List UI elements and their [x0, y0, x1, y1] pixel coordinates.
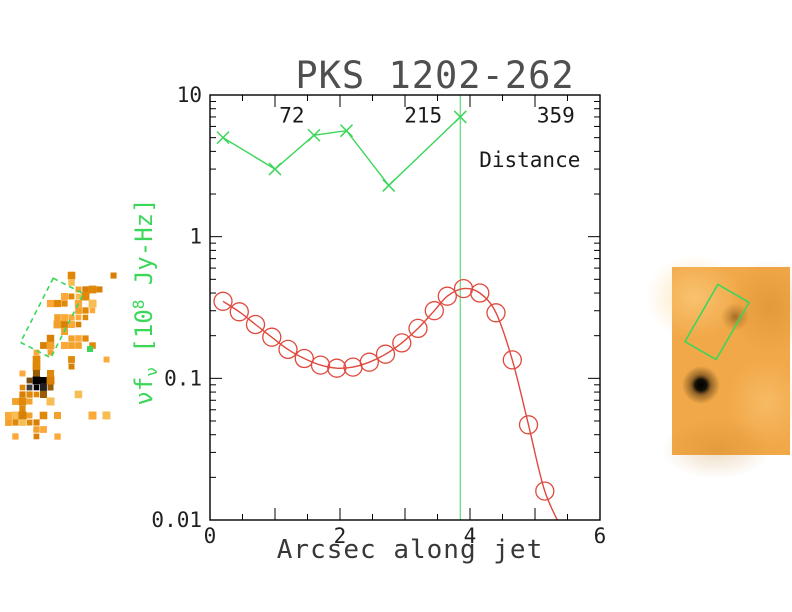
- axis-ticks: [209, 94, 601, 521]
- x-tick-label-0: 0: [204, 524, 217, 548]
- y-label-units: Jy-Hz]: [130, 198, 158, 299]
- annotation-215: 215: [404, 104, 442, 128]
- x-tick-label-2: 2: [334, 524, 347, 548]
- x-axis-label: Arcsec along jet: [277, 535, 543, 565]
- y-tick-label-0p1: 0.1: [164, 366, 202, 390]
- plot-frame: [209, 94, 601, 521]
- y-tick-label-1: 1: [189, 225, 202, 249]
- x-tick-label-6: 6: [594, 524, 607, 548]
- y-tick-label-0p01: 0.01: [151, 508, 202, 532]
- y-tick-label-10: 10: [177, 83, 202, 107]
- x-tick-label-4: 4: [464, 524, 477, 548]
- bright-source-blob: [682, 366, 720, 404]
- plot-annotations: 72 215 359 Distance: [279, 104, 580, 173]
- y-label-main: νf: [130, 377, 158, 406]
- annotation-72: 72: [279, 104, 304, 128]
- y-label-bracket: [10: [130, 309, 158, 367]
- left-cutout-pixels: [5, 271, 117, 440]
- right-aperture-rect: [683, 283, 751, 361]
- annotation-distance: Distance: [479, 148, 580, 172]
- y-axis-label: νfν [108 Jy-Hz]: [129, 198, 161, 405]
- left-cutout-image: [5, 271, 117, 440]
- chart-title: PKS 1202-262: [295, 54, 574, 97]
- right-cutout-image: [646, 255, 792, 479]
- texture-patch-dark-2: [662, 419, 772, 479]
- data-series: [213, 95, 559, 520]
- y-label-subscript: ν: [142, 367, 161, 377]
- texture-patch-light-1: [646, 255, 742, 339]
- left-aperture-rect: [19, 277, 85, 359]
- annotation-359: 359: [537, 104, 575, 128]
- texture-patch-dark-1: [728, 259, 792, 355]
- faint-source-smudge: [721, 303, 749, 331]
- y-label-exponent: 8: [129, 300, 148, 310]
